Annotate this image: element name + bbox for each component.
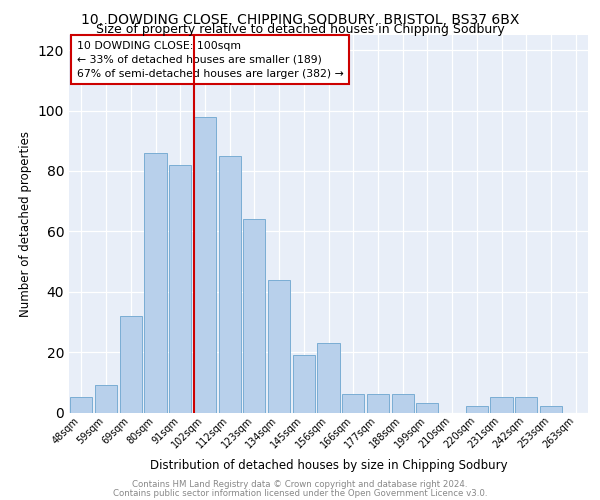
- Bar: [95, 386, 117, 412]
- Bar: [293, 355, 315, 412]
- Bar: [540, 406, 562, 412]
- Bar: [342, 394, 364, 412]
- Y-axis label: Number of detached properties: Number of detached properties: [19, 130, 32, 317]
- Bar: [515, 398, 538, 412]
- Text: Contains public sector information licensed under the Open Government Licence v3: Contains public sector information licen…: [113, 488, 487, 498]
- Bar: [317, 343, 340, 412]
- Bar: [145, 153, 167, 412]
- Bar: [70, 398, 92, 412]
- Bar: [194, 116, 216, 412]
- Text: Contains HM Land Registry data © Crown copyright and database right 2024.: Contains HM Land Registry data © Crown c…: [132, 480, 468, 489]
- Bar: [367, 394, 389, 412]
- Bar: [169, 165, 191, 412]
- X-axis label: Distribution of detached houses by size in Chipping Sodbury: Distribution of detached houses by size …: [149, 458, 508, 471]
- Bar: [490, 398, 512, 412]
- Text: Size of property relative to detached houses in Chipping Sodbury: Size of property relative to detached ho…: [95, 22, 505, 36]
- Bar: [268, 280, 290, 412]
- Bar: [392, 394, 414, 412]
- Bar: [416, 404, 439, 412]
- Bar: [119, 316, 142, 412]
- Text: 10, DOWDING CLOSE, CHIPPING SODBURY, BRISTOL, BS37 6BX: 10, DOWDING CLOSE, CHIPPING SODBURY, BRI…: [81, 12, 519, 26]
- Bar: [243, 219, 265, 412]
- Bar: [466, 406, 488, 412]
- Text: 10 DOWDING CLOSE: 100sqm
← 33% of detached houses are smaller (189)
67% of semi-: 10 DOWDING CLOSE: 100sqm ← 33% of detach…: [77, 40, 344, 78]
- Bar: [218, 156, 241, 412]
